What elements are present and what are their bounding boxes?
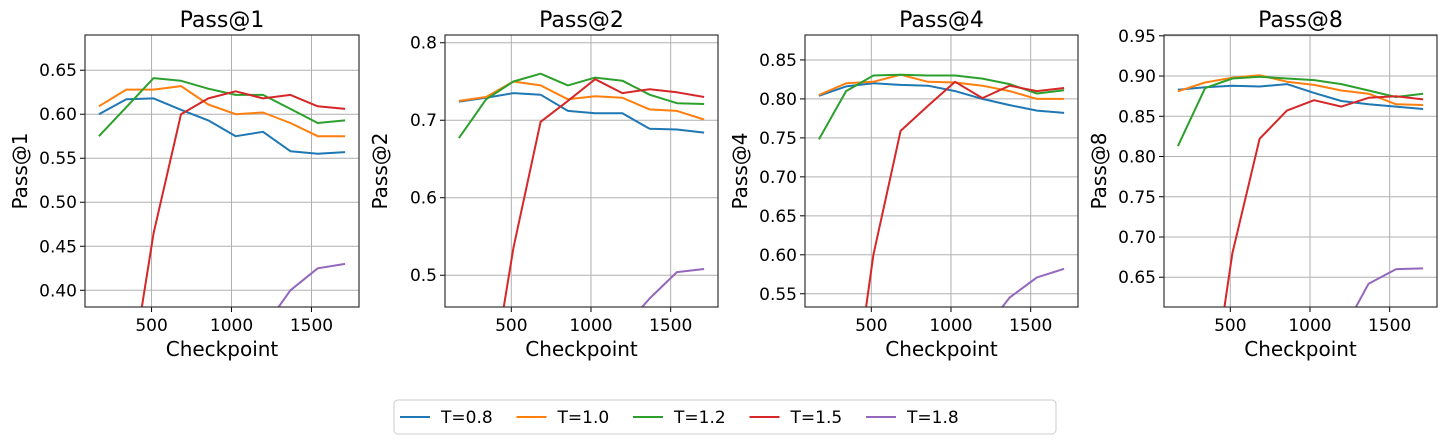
y-tick-label: 0.85 xyxy=(1118,107,1156,127)
subplot-3: 500 1000 1500 0.55 0.60 0.65 0.70 0.75 0.80 0.85 P… xyxy=(728,8,1079,361)
x-tick-label: 1000 xyxy=(210,316,253,336)
legend-label: T=0.8 xyxy=(440,408,493,428)
x-axis-label: Checkpoint xyxy=(1244,337,1357,361)
x-tick-label: 500 xyxy=(495,316,527,336)
x-tick-label: 1500 xyxy=(1368,316,1411,336)
legend-label: T=1.2 xyxy=(673,408,726,428)
x-tick-label: 1500 xyxy=(1009,316,1052,336)
series-line-T1-8 xyxy=(1001,267,1065,307)
subplot-title: Pass@4 xyxy=(899,8,984,33)
series-line-T1-5 xyxy=(865,80,1065,307)
axes-frame xyxy=(1163,34,1438,308)
y-tick-label: 0.45 xyxy=(39,237,77,257)
y-tick-label: 0.90 xyxy=(1118,67,1156,87)
y-axis-label: Pass@8 xyxy=(1087,133,1111,210)
x-axis-label: Checkpoint xyxy=(885,337,998,361)
y-tick-label: 0.75 xyxy=(759,129,797,149)
x-tick-label: 1000 xyxy=(1288,316,1331,336)
series-line-T1-2 xyxy=(458,72,705,139)
y-axis-label: Pass@2 xyxy=(368,133,392,210)
series-line-T1-8 xyxy=(640,268,705,307)
legend: T=0.8 T=1.0 T=1.2 T=1.5 T=1.8 xyxy=(393,399,1057,435)
y-tick-label: 0.60 xyxy=(39,105,77,125)
subplot-2: 500 1000 1500 0.5 0.6 0.7 0.8 Pass@2 Checkpoint P… xyxy=(368,8,719,361)
y-axis-label: Pass@4 xyxy=(728,133,752,210)
x-tick-label: 500 xyxy=(135,316,167,336)
series-line-T1-5 xyxy=(140,90,346,307)
legend-entry: T=1.5 xyxy=(749,408,843,428)
y-tick-label: 0.80 xyxy=(1118,148,1156,168)
x-tick-label: 1000 xyxy=(569,316,612,336)
subplot-title: Pass@1 xyxy=(180,8,265,33)
series-line-T0-8 xyxy=(1177,83,1424,110)
subplot-title: Pass@2 xyxy=(539,8,624,33)
legend-entry: T=0.8 xyxy=(400,408,493,428)
y-axis-label: Pass@1 xyxy=(8,133,32,210)
x-axis-label: Checkpoint xyxy=(525,337,638,361)
y-tick-label: 0.95 xyxy=(1118,27,1156,47)
legend-label: T=1.8 xyxy=(906,408,959,428)
y-tick-label: 0.80 xyxy=(759,90,797,110)
series-line-T1-0 xyxy=(1177,74,1424,106)
y-tick-label: 0.40 xyxy=(39,281,77,301)
y-tick-label: 0.5 xyxy=(410,266,437,286)
y-tick-label: 0.50 xyxy=(39,193,77,213)
series-line-T0-8 xyxy=(98,97,346,155)
x-tick-label: 500 xyxy=(855,316,887,336)
y-tick-label: 0.65 xyxy=(1118,268,1156,288)
series-line-T1-0 xyxy=(98,85,346,138)
axes-frame xyxy=(804,34,1079,308)
series-line-T0-8 xyxy=(458,92,705,134)
legend-label: T=1.5 xyxy=(790,408,843,428)
series-line-T1-2 xyxy=(98,77,346,137)
legend-entry: T=1.8 xyxy=(866,408,959,428)
series-line-T1-5 xyxy=(502,78,705,307)
axes-frame xyxy=(84,34,360,308)
series-line-T1-8 xyxy=(1354,267,1424,307)
subplot-4: 500 1000 1500 0.65 0.70 0.75 0.80 0.85 0.90 0.95 P… xyxy=(1087,8,1438,361)
y-tick-label: 0.55 xyxy=(759,285,797,305)
y-tick-label: 0.70 xyxy=(759,168,797,188)
series-line-T0-8 xyxy=(818,82,1065,114)
subplot-1: 500 1000 1500 0.40 0.45 0.50 0.55 0.60 0.65 Pass@… xyxy=(8,8,360,361)
legend-entry: T=1.2 xyxy=(633,408,726,428)
x-tick-label: 500 xyxy=(1214,316,1246,336)
series-line-T1-0 xyxy=(818,73,1065,100)
x-tick-label: 1000 xyxy=(929,316,972,336)
y-tick-label: 0.8 xyxy=(410,34,437,54)
y-tick-label: 0.65 xyxy=(39,61,77,81)
y-tick-label: 0.65 xyxy=(759,207,797,227)
x-tick-label: 1500 xyxy=(649,316,692,336)
y-tick-label: 0.75 xyxy=(1118,188,1156,208)
legend-frame xyxy=(393,399,1057,435)
legend-entry: T=1.0 xyxy=(516,408,610,428)
x-tick-label: 1500 xyxy=(290,316,333,336)
x-axis-label: Checkpoint xyxy=(166,337,279,361)
y-tick-label: 0.60 xyxy=(759,246,797,266)
series-line-T1-8 xyxy=(277,262,346,307)
series-line-T1-5 xyxy=(1223,95,1424,307)
axes-frame xyxy=(444,34,719,308)
y-tick-label: 0.55 xyxy=(39,149,77,169)
y-tick-label: 0.6 xyxy=(410,189,437,209)
y-tick-label: 0.70 xyxy=(1118,228,1156,248)
subplot-title: Pass@8 xyxy=(1258,8,1343,33)
y-tick-label: 0.7 xyxy=(410,111,437,131)
legend-label: T=1.0 xyxy=(557,408,610,428)
series-line-T1-2 xyxy=(1176,75,1424,147)
y-tick-label: 0.85 xyxy=(759,51,797,71)
